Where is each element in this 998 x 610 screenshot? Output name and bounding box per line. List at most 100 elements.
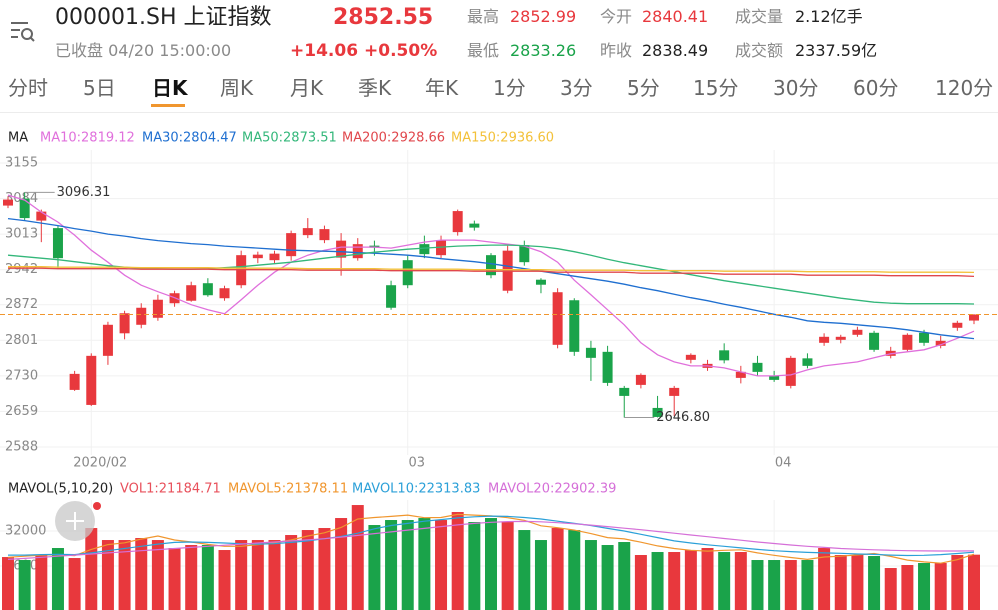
volume-bar bbox=[868, 556, 881, 610]
volume-bar bbox=[718, 552, 731, 610]
volume-average-line bbox=[7, 520, 975, 560]
stat-label: 最高 bbox=[467, 7, 500, 26]
volume-bar bbox=[101, 540, 114, 610]
y-tick-label: 2942 bbox=[5, 262, 38, 277]
volume-bar bbox=[884, 568, 897, 610]
candle-body bbox=[302, 228, 313, 236]
volume-bar bbox=[851, 555, 864, 610]
period-tab[interactable]: 日K bbox=[152, 76, 188, 100]
volume-bar bbox=[368, 525, 381, 610]
period-tab[interactable]: 1分 bbox=[493, 76, 526, 100]
price-change-percent: +0.50% bbox=[364, 41, 438, 61]
volume-bar bbox=[534, 540, 547, 610]
period-tab[interactable]: 120分 bbox=[935, 76, 994, 100]
candle-body bbox=[785, 357, 796, 386]
volume-bar bbox=[335, 518, 348, 610]
volume-bar bbox=[784, 560, 797, 610]
x-tick-label: 04 bbox=[775, 456, 792, 471]
candle-body bbox=[685, 354, 696, 360]
volume-bar bbox=[618, 542, 631, 610]
stat-value: 2840.41 bbox=[642, 7, 709, 26]
stock-title: 000001.SH 上证指数 bbox=[55, 5, 272, 30]
menu-search-icon[interactable] bbox=[8, 18, 36, 46]
period-tab[interactable]: 5日 bbox=[83, 76, 116, 100]
candle-body bbox=[319, 229, 330, 241]
stat-value: 2833.26 bbox=[510, 41, 577, 60]
period-tab[interactable]: 年K bbox=[425, 76, 459, 100]
stat-value: 2852.99 bbox=[510, 7, 577, 26]
volume-bar bbox=[701, 548, 714, 610]
volume-bar bbox=[301, 530, 314, 610]
legend-title: MAVOL(5,10,20) bbox=[8, 482, 113, 497]
volume-bar bbox=[218, 550, 231, 610]
period-tab[interactable]: 分时 bbox=[8, 76, 48, 100]
period-tab[interactable]: 60分 bbox=[853, 76, 899, 100]
stat-label: 最低 bbox=[467, 41, 500, 60]
legend-entry: MA50:2873.51 bbox=[242, 131, 337, 146]
volume-bar bbox=[401, 520, 414, 610]
candle-body bbox=[86, 355, 97, 405]
volume-bar bbox=[485, 518, 497, 610]
candle-body bbox=[835, 336, 846, 340]
volume-bar bbox=[251, 540, 264, 610]
active-tab-underline bbox=[151, 104, 185, 107]
period-tab[interactable]: 15分 bbox=[693, 76, 739, 100]
volume-average-line bbox=[8, 515, 975, 557]
candle-body bbox=[635, 374, 646, 385]
volume-bar bbox=[185, 545, 198, 610]
period-tab[interactable]: 3分 bbox=[560, 76, 593, 100]
candle-body bbox=[52, 228, 63, 259]
volume-bar bbox=[818, 548, 831, 610]
y-tick-label: 2659 bbox=[5, 404, 38, 419]
period-tab[interactable]: 月K bbox=[290, 76, 324, 100]
candle-body bbox=[669, 387, 680, 396]
volume-bar bbox=[634, 555, 647, 610]
volume-bar bbox=[684, 550, 697, 610]
candle-body bbox=[602, 351, 613, 383]
candle-body bbox=[102, 324, 113, 356]
volume-bar bbox=[584, 540, 597, 610]
x-tick-label: 03 bbox=[408, 456, 425, 471]
candle-body bbox=[535, 279, 546, 285]
period-tab[interactable]: 30分 bbox=[773, 76, 819, 100]
candle-body bbox=[519, 245, 530, 263]
volume-bar bbox=[551, 528, 564, 610]
candle-body bbox=[69, 373, 80, 390]
candle-body bbox=[419, 244, 430, 255]
period-tab[interactable]: 季K bbox=[358, 76, 392, 100]
candle-body bbox=[569, 300, 580, 352]
volume-bar bbox=[118, 540, 131, 610]
candle-body bbox=[452, 211, 463, 233]
candle-body bbox=[152, 299, 163, 318]
candle-body bbox=[969, 314, 979, 321]
volume-bar bbox=[468, 522, 481, 610]
volume-bar bbox=[751, 560, 764, 610]
volume-bar bbox=[668, 552, 681, 610]
period-tab[interactable]: 5分 bbox=[627, 76, 660, 100]
volume-bar bbox=[68, 558, 81, 610]
candle-body bbox=[769, 375, 780, 380]
volume-bar bbox=[285, 535, 298, 610]
annotation-label: 2646.80 bbox=[656, 410, 710, 425]
stat-label: 今开 bbox=[600, 7, 633, 26]
candle-body bbox=[219, 288, 230, 299]
period-tab[interactable]: 周K bbox=[220, 76, 254, 100]
volume-bar bbox=[351, 505, 364, 610]
candle-body bbox=[469, 223, 480, 228]
volume-bar bbox=[651, 552, 664, 610]
volume-bar bbox=[35, 555, 48, 610]
candle-body bbox=[336, 240, 347, 258]
legend-entry: MA30:2804.47 bbox=[142, 131, 237, 146]
volume-bar bbox=[51, 548, 64, 610]
y-tick-label: 2588 bbox=[5, 440, 38, 455]
stat-value: 2838.49 bbox=[642, 41, 709, 60]
x-tick-label: 2020/02 bbox=[73, 456, 127, 471]
volume-bar bbox=[968, 554, 980, 610]
volume-bar bbox=[435, 520, 448, 610]
candle-body bbox=[735, 371, 746, 378]
legend-entry: VOL1:21184.71 bbox=[120, 482, 221, 497]
y-tick-label: 32000 bbox=[5, 524, 46, 539]
candle-body bbox=[402, 260, 413, 286]
add-indicator-button[interactable] bbox=[54, 497, 104, 543]
candle-body bbox=[202, 283, 213, 296]
